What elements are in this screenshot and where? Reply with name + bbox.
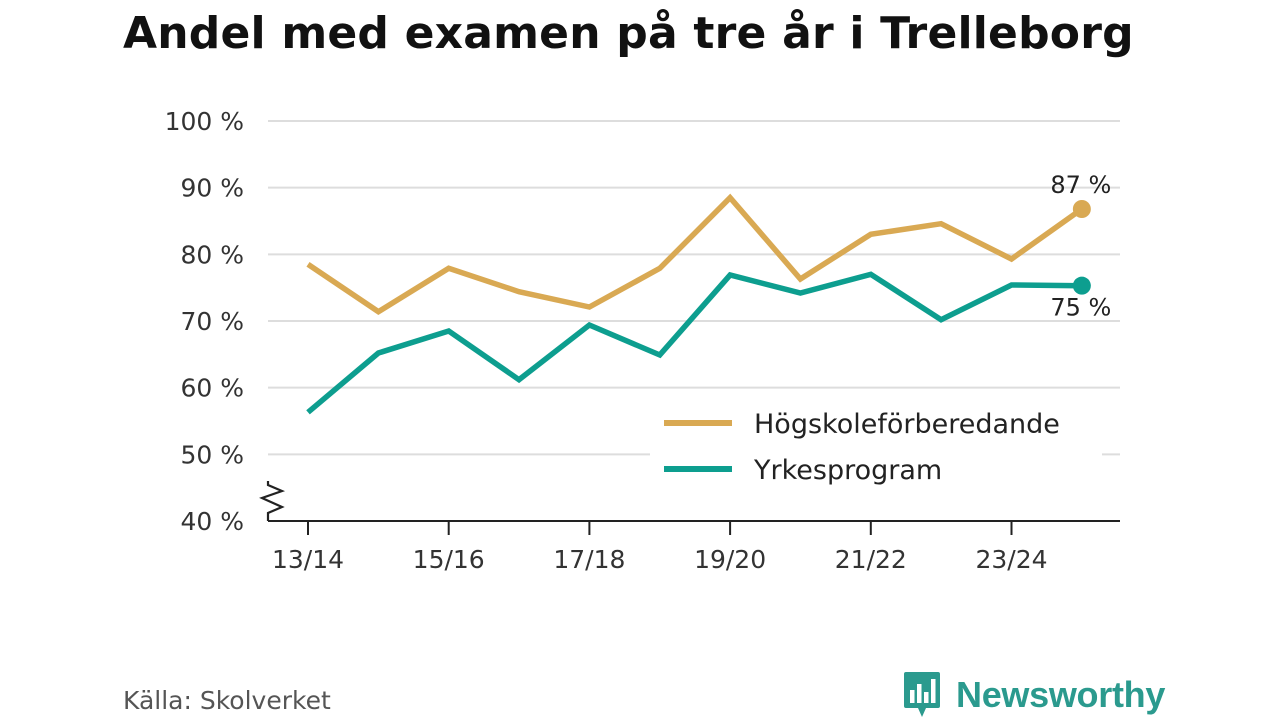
legend-label-1: Yrkesprogram [753, 455, 942, 486]
y-tick-label: 80 % [180, 240, 244, 269]
y-tick-label: 50 % [180, 440, 244, 469]
x-axis: 13/14 15/16 17/18 19/20 21/22 23/24 [259, 481, 1120, 574]
y-tick-label: 60 % [180, 374, 244, 403]
x-tick-label: 19/20 [694, 545, 766, 574]
legend-label-0: Högskoleförberedande [754, 409, 1060, 440]
y-tick-label: 90 % [180, 174, 244, 203]
x-tick-label: 13/14 [272, 545, 344, 574]
y-tick-label: 100 % [165, 107, 244, 136]
y-tick-label: 40 % [180, 507, 244, 536]
brand-name: Newsworthy [956, 674, 1166, 715]
x-tick-label: 21/22 [835, 545, 907, 574]
source-note: Källa: Skolverket [123, 686, 331, 715]
series-end-point-0 [1072, 200, 1091, 218]
series-lines: 87 % 75 % [306, 171, 1111, 415]
gridlines [268, 120, 1120, 456]
series-end-point-1 [1072, 276, 1091, 295]
brand-logo: Newsworthy [902, 670, 1165, 720]
series-line-1 [306, 271, 1082, 415]
x-tick-label: 17/18 [553, 545, 625, 574]
legend-background [650, 398, 1102, 494]
series-end-label-1: 75 % [1050, 294, 1111, 322]
x-tick-label: 15/16 [413, 545, 485, 574]
newsworthy-logo-icon [904, 672, 940, 717]
legend: Högskoleförberedande Yrkesprogram [650, 398, 1102, 494]
chart-title: Andel med examen på tre år i Trelleborg [123, 8, 1134, 59]
y-axis-ticks: 40 % 50 % 60 % 70 % 80 % 90 % 100 % [165, 107, 244, 536]
axis-break-icon [259, 481, 286, 521]
series-end-label-0: 87 % [1050, 171, 1111, 199]
series-line-0 [306, 193, 1084, 315]
x-tick-label: 23/24 [975, 545, 1047, 574]
y-tick-label: 70 % [180, 307, 244, 336]
